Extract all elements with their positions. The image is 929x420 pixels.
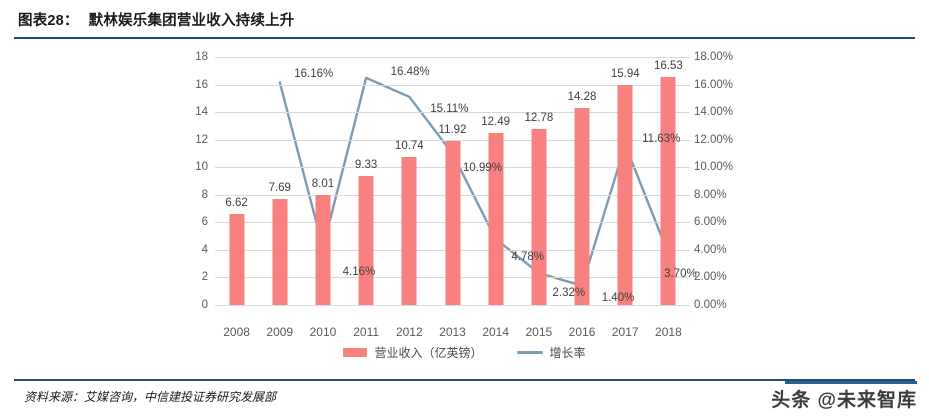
growth-rate-label: 15.11% <box>430 102 469 115</box>
gridline <box>215 112 690 114</box>
bar-value-label: 14.28 <box>567 91 597 104</box>
bar[interactable] <box>358 176 374 305</box>
source-note: 资料来源：艾媒咨询，中信建投证券研究发展部 <box>24 390 277 404</box>
bar-value-label: 12.78 <box>524 111 554 124</box>
bar[interactable] <box>660 77 676 305</box>
y-axis-right-tick: 12.00% <box>694 133 734 146</box>
legend-line-swatch-icon <box>516 351 543 354</box>
bar[interactable] <box>315 194 331 305</box>
x-axis-tick: 2017 <box>611 325 639 339</box>
gridline <box>215 57 690 58</box>
bar[interactable] <box>272 199 288 305</box>
y-axis-right-tick: 0.00% <box>694 299 727 311</box>
y-axis-right-tick: 2.00% <box>694 271 727 284</box>
y-axis-left-tick: 14 <box>195 106 208 119</box>
chart-container: 2008 2009 2010 2011 2012 2013 2014 2015 2016 2017… <box>0 44 929 374</box>
bar-value-label: 16.53 <box>654 60 683 73</box>
x-axis-tick: 2012 <box>395 325 423 339</box>
x-axis-tick: 2013 <box>439 325 466 339</box>
y-axis-right-tick: 6.00% <box>694 216 727 229</box>
bar-value-label: 6.62 <box>225 196 248 209</box>
bar[interactable] <box>488 132 504 305</box>
gridline <box>215 305 690 306</box>
bar[interactable] <box>574 108 590 305</box>
bar-value-label: 8.01 <box>311 177 335 190</box>
x-axis-tick: 2014 <box>482 325 510 339</box>
growth-rate-label: 16.16% <box>294 68 334 81</box>
y-axis-left-tick: 4 <box>201 243 208 256</box>
growth-rate-label: 4.16% <box>342 265 376 278</box>
footer-divider <box>14 379 915 381</box>
growth-rate-line <box>278 76 670 287</box>
growth-rate-label: 10.99% <box>462 161 502 174</box>
bar-value-label: 9.33 <box>354 159 378 172</box>
legend-bar-swatch-icon <box>343 348 368 357</box>
y-axis-right-tick: 16.00% <box>694 78 734 91</box>
bar-value-label: 7.69 <box>268 182 291 195</box>
y-axis-left-tick: 8 <box>201 188 208 201</box>
bar[interactable] <box>229 213 245 305</box>
page-title: 图表28： 默林娱乐集团营业收入持续上升 <box>18 9 294 30</box>
gridline <box>215 139 690 141</box>
y-axis-right-tick: 18.00% <box>694 51 734 63</box>
x-axis-tick: 2010 <box>309 325 337 339</box>
watermark: 头条 @未来智库 <box>771 390 917 411</box>
bar[interactable] <box>617 85 633 305</box>
legend-item-growth-rate[interactable]: 增长率 <box>516 344 586 361</box>
x-axis-tick: 2008 <box>223 325 250 339</box>
legend-item-revenue[interactable]: 营业收入（亿英镑） <box>343 344 483 361</box>
y-axis-right-tick: 14.00% <box>694 106 734 119</box>
growth-rate-label: 2.32% <box>552 287 586 300</box>
x-axis-tick: 2016 <box>568 325 596 339</box>
y-axis-left-tick: 2 <box>201 271 208 284</box>
legend-label-revenue: 营业收入（亿英镑） <box>374 346 483 360</box>
growth-rate-label: 3.70% <box>664 268 697 281</box>
x-axis-tick: 2018 <box>655 325 682 339</box>
legend-label-growth-rate: 增长率 <box>549 346 586 360</box>
chart-legend: 营业收入（亿英镑） 增长率 <box>0 344 929 361</box>
y-axis-left-tick: 12 <box>195 133 208 146</box>
figure-title: 默林娱乐集团营业收入持续上升 <box>88 13 295 29</box>
gridline <box>215 84 690 86</box>
figure-header: 图表28： 默林娱乐集团营业收入持续上升 <box>0 0 929 40</box>
bar[interactable] <box>445 140 460 305</box>
bar[interactable] <box>401 157 417 305</box>
x-axis-tick: 2011 <box>353 325 380 339</box>
y-axis-left-tick: 18 <box>195 51 208 63</box>
watermark-underline <box>785 381 917 384</box>
bar-value-label: 10.74 <box>394 140 424 153</box>
figure-label: 图表28： <box>18 13 79 29</box>
y-axis-left-tick: 6 <box>201 216 208 229</box>
growth-rate-label: 16.48% <box>390 65 430 78</box>
bar-value-label: 12.49 <box>481 115 511 128</box>
bar[interactable] <box>531 128 547 305</box>
bar-value-label: 15.94 <box>610 68 640 81</box>
y-axis-left-tick: 0 <box>201 299 208 311</box>
y-axis-right-tick: 10.00% <box>694 161 734 174</box>
x-axis-tick: 2015 <box>525 325 553 339</box>
x-axis-tick: 2009 <box>266 325 294 339</box>
growth-rate-label: 4.78% <box>511 251 544 264</box>
header-divider <box>14 37 915 39</box>
y-axis-left-tick: 16 <box>195 78 208 91</box>
bar-value-label: 11.92 <box>438 123 467 136</box>
y-axis-left-tick: 10 <box>195 161 208 174</box>
plot-area: 2008 2009 2010 2011 2012 2013 2014 2015 2016 2017… <box>215 57 697 339</box>
y-axis-right-tick: 4.00% <box>694 243 727 256</box>
growth-rate-label: 11.63% <box>642 132 681 145</box>
y-axis-right-tick: 8.00% <box>694 188 727 201</box>
growth-rate-label: 1.40% <box>601 291 635 304</box>
